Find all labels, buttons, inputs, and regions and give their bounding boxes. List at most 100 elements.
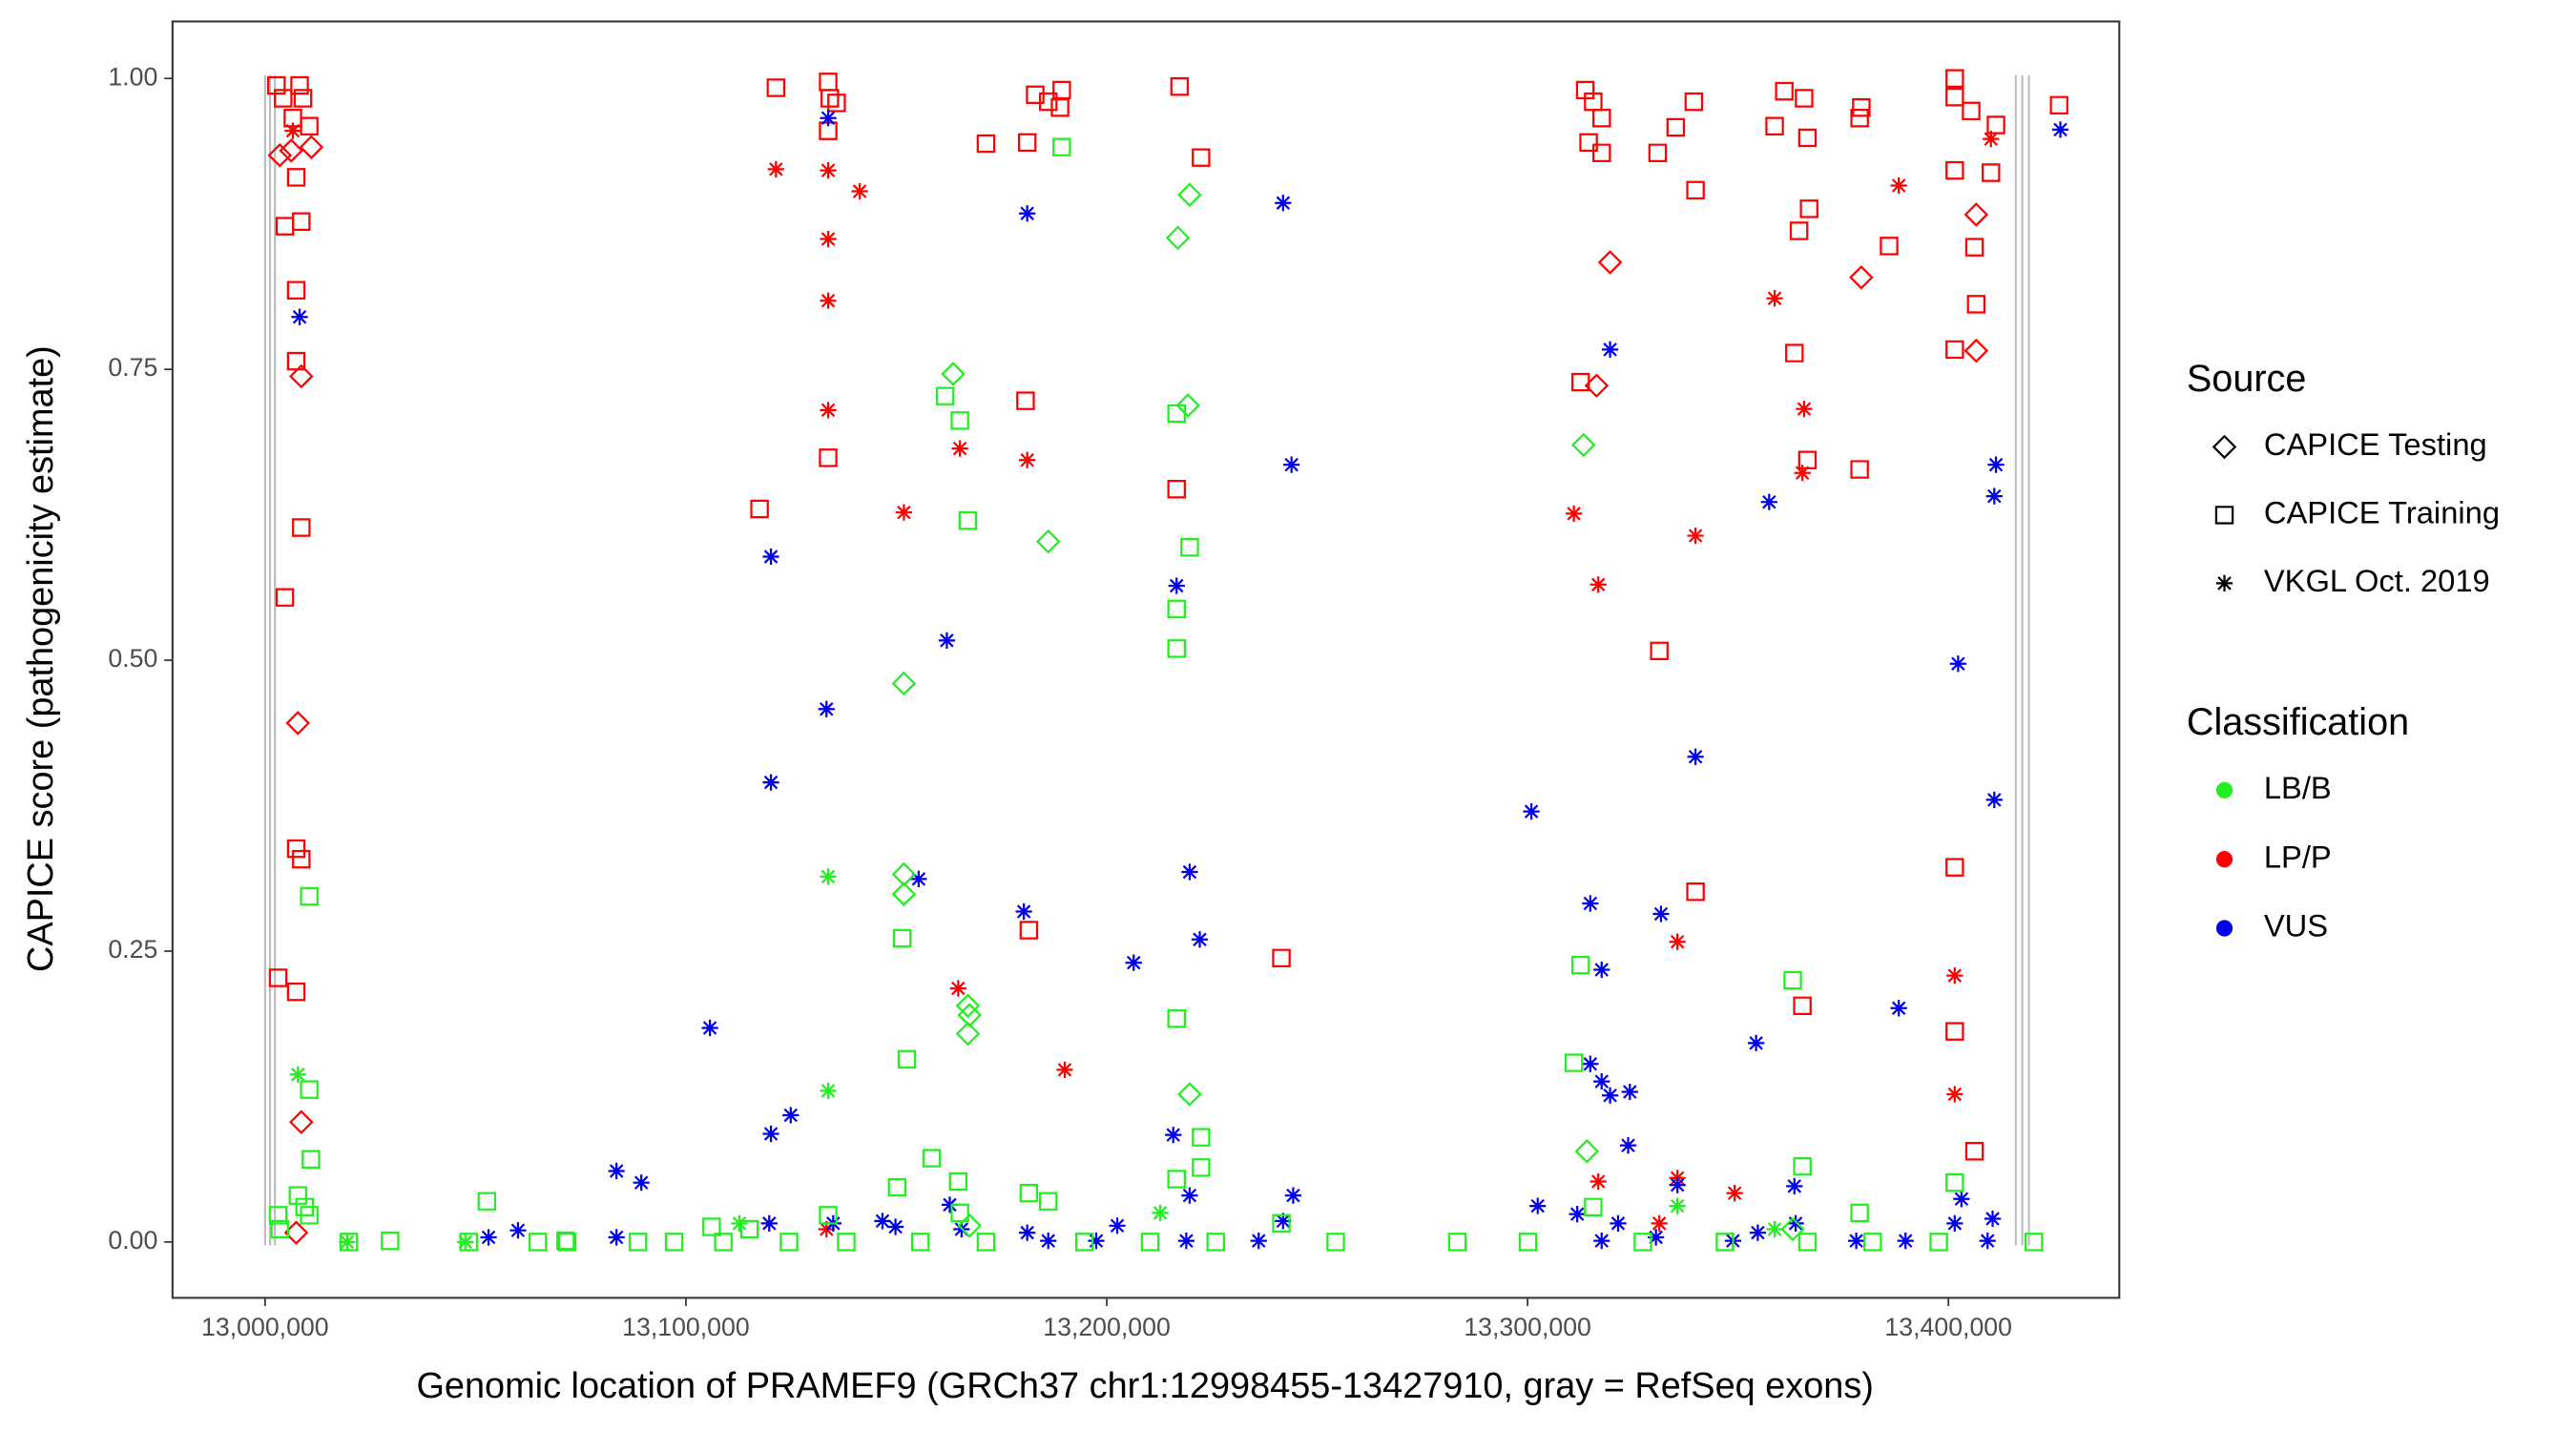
point bbox=[480, 1229, 497, 1246]
point bbox=[1652, 905, 1670, 923]
point bbox=[1088, 1233, 1105, 1250]
point bbox=[2025, 1233, 2044, 1252]
point bbox=[1850, 108, 1869, 128]
x-tick-label: 13,200,000 bbox=[1043, 1313, 1171, 1341]
point bbox=[955, 993, 981, 1019]
point bbox=[949, 980, 966, 997]
point bbox=[1985, 487, 2003, 505]
point bbox=[1284, 1187, 1302, 1204]
point bbox=[1109, 1217, 1126, 1234]
point bbox=[1250, 1233, 1267, 1250]
legend-label: VUS bbox=[2264, 908, 2328, 944]
point bbox=[1272, 1213, 1291, 1234]
plot-border bbox=[171, 20, 2121, 1299]
point bbox=[1946, 966, 1963, 985]
point bbox=[1601, 341, 1619, 359]
point bbox=[291, 308, 308, 325]
point bbox=[1897, 1233, 1914, 1250]
y-tick-label: 0.00 bbox=[108, 1226, 157, 1255]
point bbox=[820, 161, 837, 179]
point bbox=[1686, 882, 1705, 902]
point bbox=[267, 75, 286, 95]
point bbox=[295, 1197, 315, 1217]
point bbox=[1666, 117, 1686, 137]
point bbox=[1684, 92, 1704, 112]
point bbox=[886, 1218, 904, 1235]
legend-title: Classification bbox=[2187, 701, 2409, 743]
point bbox=[897, 1049, 917, 1069]
point bbox=[1793, 1156, 1812, 1176]
point bbox=[275, 217, 295, 236]
point bbox=[299, 135, 324, 159]
legend-symbol bbox=[2212, 434, 2237, 460]
point bbox=[1850, 460, 1869, 479]
x-axis-title: Genomic location of PRAMEF9 (GRCh37 chr1… bbox=[416, 1366, 1873, 1406]
point bbox=[1786, 1177, 1803, 1194]
point bbox=[300, 886, 319, 906]
point bbox=[1982, 163, 2001, 182]
point bbox=[1650, 641, 1669, 661]
point bbox=[818, 1220, 835, 1238]
point bbox=[556, 1231, 575, 1251]
point bbox=[1566, 505, 1583, 522]
point bbox=[1775, 81, 1794, 101]
point bbox=[1019, 1224, 1036, 1241]
point bbox=[1035, 529, 1061, 554]
point bbox=[1019, 451, 1036, 468]
legend-symbol bbox=[2215, 920, 2233, 937]
point bbox=[300, 1080, 319, 1099]
point bbox=[267, 142, 293, 168]
point bbox=[289, 363, 314, 389]
point bbox=[381, 1231, 400, 1251]
point bbox=[1787, 1214, 1804, 1232]
point bbox=[1953, 1191, 1970, 1208]
point bbox=[1669, 1176, 1686, 1193]
point bbox=[1963, 202, 1989, 227]
point bbox=[1849, 265, 1874, 290]
point bbox=[955, 1021, 981, 1047]
point bbox=[1564, 1053, 1584, 1072]
y-tick-label: 0.25 bbox=[108, 935, 157, 964]
legend-symbol bbox=[2215, 851, 2233, 868]
point bbox=[284, 122, 301, 139]
point bbox=[268, 968, 288, 987]
point bbox=[1601, 1087, 1619, 1104]
point bbox=[1016, 391, 1035, 410]
point bbox=[910, 870, 927, 887]
point bbox=[1125, 954, 1142, 971]
point bbox=[1760, 493, 1777, 510]
point bbox=[339, 1233, 359, 1252]
point bbox=[290, 75, 309, 95]
point bbox=[1983, 131, 2000, 148]
point bbox=[1038, 92, 1058, 112]
point bbox=[1167, 599, 1186, 619]
point bbox=[1177, 1082, 1202, 1107]
point bbox=[935, 386, 955, 405]
point bbox=[891, 671, 917, 696]
point bbox=[292, 849, 311, 869]
point bbox=[1945, 1022, 1964, 1041]
point bbox=[820, 292, 837, 309]
point bbox=[1170, 77, 1190, 96]
point bbox=[1575, 80, 1595, 100]
point bbox=[1592, 143, 1611, 163]
point bbox=[1597, 250, 1623, 275]
point bbox=[820, 868, 837, 885]
point bbox=[1648, 1229, 1665, 1246]
point bbox=[1651, 1214, 1668, 1232]
point bbox=[891, 861, 917, 887]
point bbox=[739, 1219, 759, 1239]
point bbox=[1582, 1055, 1599, 1072]
point bbox=[1964, 1142, 1984, 1161]
point bbox=[1181, 863, 1198, 881]
point bbox=[1669, 933, 1686, 950]
point bbox=[275, 588, 295, 607]
point bbox=[300, 116, 319, 135]
point bbox=[1275, 195, 1292, 212]
point bbox=[1568, 1206, 1586, 1223]
point bbox=[1167, 1170, 1186, 1189]
point bbox=[837, 1233, 856, 1252]
point bbox=[1026, 85, 1045, 105]
point bbox=[1584, 373, 1610, 399]
point bbox=[1964, 238, 1984, 257]
